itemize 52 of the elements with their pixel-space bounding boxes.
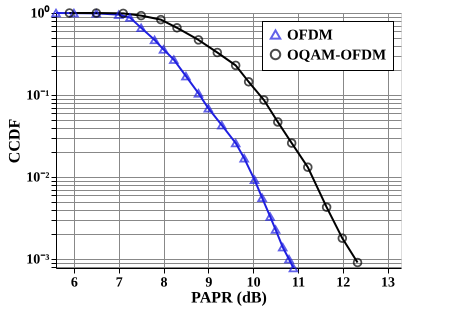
x-tick-label: 12	[336, 276, 350, 290]
point	[284, 254, 294, 264]
point	[259, 95, 269, 105]
point	[286, 138, 296, 148]
point	[239, 154, 249, 162]
y-tick-label: 10⁻³	[26, 252, 50, 268]
point	[250, 175, 260, 184]
point	[217, 120, 227, 130]
x-tick-label: 11	[292, 276, 306, 290]
point	[230, 138, 240, 148]
point	[278, 242, 288, 252]
point	[194, 89, 204, 98]
x-tick-label: 6	[70, 276, 78, 290]
point	[64, 8, 74, 18]
point	[125, 13, 135, 22]
point	[204, 104, 214, 113]
x-tick-label: 8	[160, 276, 168, 290]
x-tick-label: 9	[205, 276, 212, 290]
y-tick-label: 10⁻²	[26, 170, 50, 186]
point	[303, 162, 313, 172]
x-tick-label: 10	[246, 276, 261, 290]
point	[172, 23, 182, 33]
point	[352, 258, 362, 268]
point	[257, 194, 267, 202]
point	[338, 233, 348, 243]
x-axis-title: PAPR (dB)	[191, 290, 267, 306]
legend-label: OFDM	[287, 28, 333, 44]
point	[118, 8, 128, 18]
point	[181, 72, 191, 80]
point	[212, 48, 222, 58]
point	[270, 225, 280, 234]
point	[114, 10, 124, 19]
y-tick-label: 10⁻¹	[26, 88, 50, 104]
point	[136, 24, 146, 32]
point	[244, 77, 254, 87]
point	[194, 35, 204, 45]
point	[136, 10, 146, 20]
point	[288, 264, 298, 272]
point	[322, 202, 332, 212]
point	[69, 8, 79, 18]
point	[156, 14, 166, 24]
x-tick-label: 7	[116, 276, 123, 290]
point	[169, 55, 179, 64]
point	[150, 36, 160, 44]
y-tick-label: 10⁰	[30, 4, 50, 22]
legend-label: OQAM-OFDM	[287, 48, 386, 64]
point	[230, 60, 240, 70]
point	[158, 45, 168, 54]
point	[265, 212, 275, 221]
point	[273, 117, 283, 127]
x-tick-label: 13	[381, 276, 396, 290]
y-axis-title: CCDF	[6, 118, 24, 164]
